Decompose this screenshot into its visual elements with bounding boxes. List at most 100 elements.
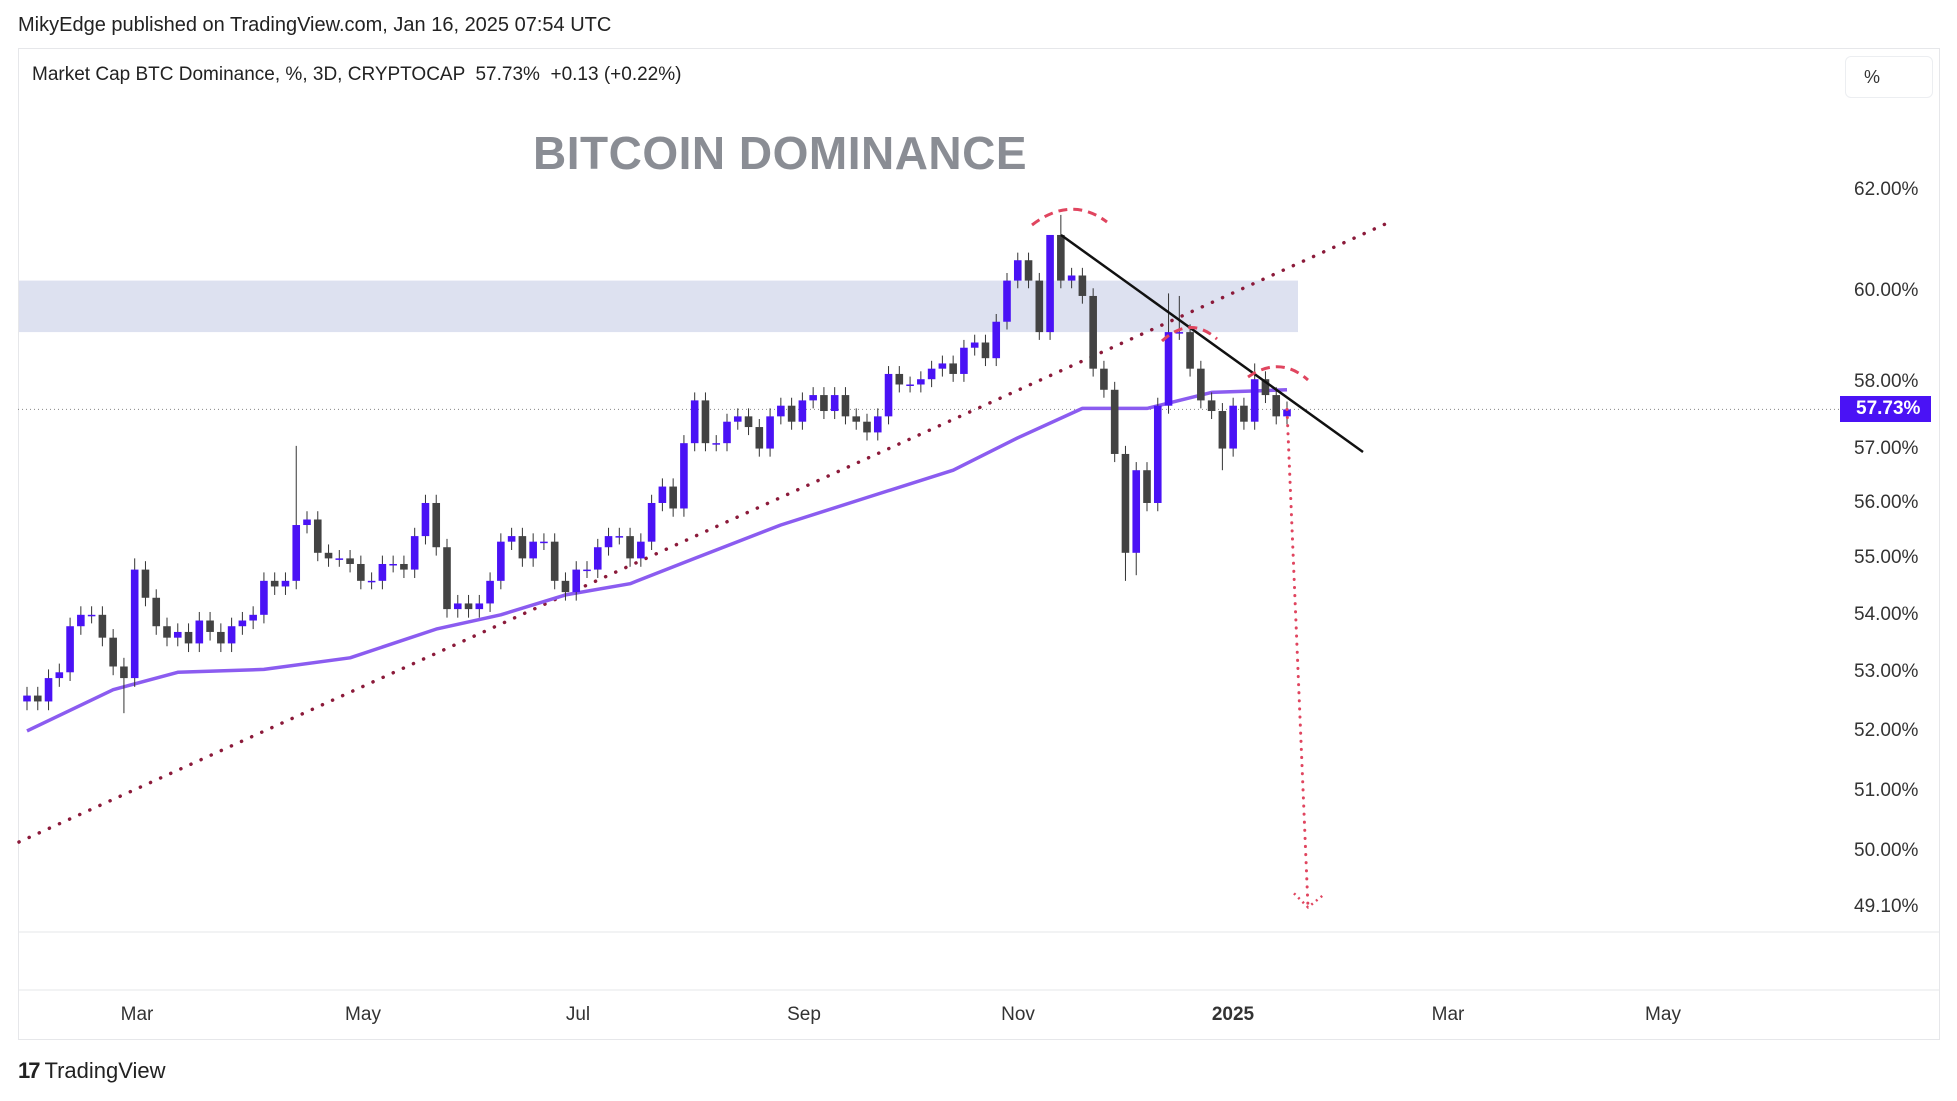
candle-body bbox=[604, 536, 613, 548]
time-tick: Sep bbox=[787, 1004, 821, 1025]
candle-body bbox=[593, 547, 602, 570]
price-tick: 49.10% bbox=[1854, 896, 1919, 918]
candle-body bbox=[884, 373, 893, 417]
candle-body bbox=[1110, 389, 1119, 454]
candle-body bbox=[1132, 470, 1141, 553]
price-tick: 51.00% bbox=[1854, 779, 1919, 801]
candle-body bbox=[777, 405, 785, 417]
projection-arrow-line bbox=[1285, 407, 1310, 909]
chart-frame bbox=[18, 48, 1940, 1040]
candle-body bbox=[23, 695, 31, 702]
candle-body bbox=[938, 363, 947, 369]
candle-body bbox=[357, 563, 365, 581]
top-arc-annotation bbox=[1031, 207, 1108, 227]
time-tick: May bbox=[1645, 1004, 1681, 1025]
price-tick: 53.00% bbox=[1854, 661, 1919, 683]
moving-average-line bbox=[26, 388, 1288, 733]
candle-body bbox=[1272, 395, 1281, 417]
candle-body bbox=[389, 563, 397, 566]
resistance-trendline bbox=[1060, 233, 1364, 454]
candle-body bbox=[44, 678, 53, 702]
candle-body bbox=[1003, 280, 1011, 322]
price-tick: 52.00% bbox=[1854, 719, 1919, 741]
brand-name: TradingView bbox=[44, 1058, 166, 1083]
candle-body bbox=[1100, 368, 1108, 390]
candle-body bbox=[798, 400, 807, 422]
candle-body bbox=[917, 379, 925, 385]
last-price-badge: 57.73% bbox=[1840, 396, 1931, 423]
candle-body bbox=[852, 416, 861, 422]
candle-body bbox=[324, 552, 333, 559]
candle-body bbox=[292, 525, 301, 581]
candle-body bbox=[873, 416, 882, 433]
candle-body bbox=[1121, 453, 1130, 553]
top-arc-annotation bbox=[1247, 365, 1309, 382]
candle-body bbox=[184, 631, 193, 644]
candle-body bbox=[820, 395, 828, 412]
candle-body bbox=[927, 368, 936, 380]
time-tick: Mar bbox=[120, 1004, 154, 1025]
candle-body bbox=[1250, 379, 1259, 422]
candle-body bbox=[443, 547, 451, 610]
chart-title: BITCOIN DOMINANCE bbox=[533, 127, 1028, 179]
price-scale-unit-button[interactable]: % bbox=[1845, 56, 1933, 98]
tradingview-logo-icon: 17 bbox=[18, 1058, 41, 1083]
candle-body bbox=[1261, 379, 1270, 396]
candle-body bbox=[981, 342, 990, 359]
candle-body bbox=[1089, 295, 1097, 369]
candle-body bbox=[830, 395, 839, 412]
candle-body bbox=[1013, 260, 1022, 281]
candle-body bbox=[432, 502, 441, 548]
candle-body bbox=[260, 580, 268, 615]
candle-body bbox=[1024, 260, 1033, 281]
candle-body bbox=[572, 569, 581, 593]
candle-body bbox=[77, 614, 85, 627]
candle-body bbox=[992, 321, 1001, 359]
candle-body bbox=[744, 416, 753, 428]
price-tick: 55.00% bbox=[1854, 547, 1919, 569]
candle-body bbox=[1218, 411, 1227, 449]
price-tick: 60.00% bbox=[1854, 279, 1919, 301]
candle-body bbox=[98, 614, 107, 638]
candle-body bbox=[507, 536, 516, 542]
published-caption: MikyEdge published on TradingView.com, J… bbox=[18, 14, 612, 36]
time-tick: Mar bbox=[1431, 1004, 1465, 1025]
tradingview-logo[interactable]: 17 TradingView bbox=[18, 1058, 166, 1084]
candle-body bbox=[658, 486, 667, 503]
time-tick: Nov bbox=[1001, 1004, 1035, 1025]
candle-body bbox=[766, 416, 774, 449]
candle-body bbox=[227, 626, 236, 644]
candle-body bbox=[550, 541, 559, 581]
candle-body bbox=[464, 603, 473, 610]
candle-body bbox=[238, 620, 247, 627]
price-tick: 58.00% bbox=[1854, 371, 1919, 393]
candle-body bbox=[270, 580, 279, 587]
candle-body bbox=[486, 580, 494, 604]
candle-body bbox=[249, 614, 257, 621]
candle-body bbox=[109, 637, 117, 667]
candle-body bbox=[313, 519, 322, 553]
candle-body bbox=[120, 666, 128, 679]
candle-body bbox=[615, 536, 624, 538]
candle-body bbox=[1240, 405, 1248, 422]
candle-body bbox=[949, 363, 957, 374]
candle-body bbox=[141, 569, 150, 598]
candle-body bbox=[1197, 368, 1205, 401]
symbol-legend: Market Cap BTC Dominance, %, 3D, CRYPTOC… bbox=[32, 64, 682, 85]
candle-body bbox=[561, 580, 570, 593]
candle-body bbox=[335, 558, 344, 560]
candle-body bbox=[1078, 275, 1087, 296]
candle-body bbox=[626, 536, 634, 559]
candle-body bbox=[1164, 332, 1173, 406]
top-arc-annotation bbox=[1160, 326, 1218, 343]
time-tick: May bbox=[345, 1004, 381, 1025]
candle-body bbox=[217, 631, 225, 644]
candle-body bbox=[540, 541, 548, 544]
projection-arrowhead-icon bbox=[1293, 892, 1324, 909]
price-tick: 56.00% bbox=[1854, 491, 1919, 513]
candle-body bbox=[755, 427, 764, 449]
candle-body bbox=[712, 443, 721, 445]
candle-body bbox=[400, 563, 408, 570]
candle-body bbox=[906, 384, 914, 386]
